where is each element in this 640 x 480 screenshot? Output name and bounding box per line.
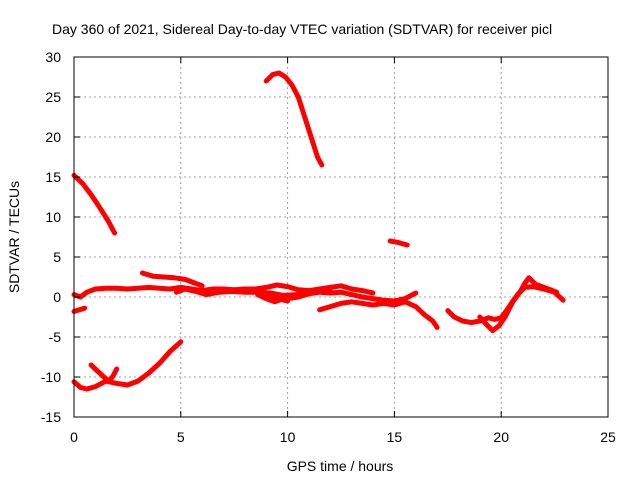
x-tick-label: 25 bbox=[600, 429, 616, 445]
series-line-arc-3 bbox=[88, 362, 120, 384]
y-tick-label: -15 bbox=[41, 409, 61, 425]
x-tick-label: 0 bbox=[70, 429, 78, 445]
series-line-arc-2 bbox=[71, 339, 184, 392]
y-tick-label: 0 bbox=[53, 289, 61, 305]
y-tick-label: 15 bbox=[45, 169, 61, 185]
series-line-arc-12 bbox=[387, 238, 410, 248]
chart-title: Day 360 of 2021, Sidereal Day-to-day VTE… bbox=[52, 21, 552, 37]
y-tick-label: -5 bbox=[49, 329, 62, 345]
series-layer bbox=[71, 70, 566, 392]
y-tick-label: 20 bbox=[45, 129, 61, 145]
series-line-arc-14 bbox=[477, 284, 566, 334]
y-tick-labels: -15 -10 -5 0 5 10 15 20 25 30 bbox=[41, 49, 61, 425]
x-tick-label: 15 bbox=[387, 429, 403, 445]
y-tick-label: 10 bbox=[45, 209, 61, 225]
x-tick-label: 10 bbox=[280, 429, 296, 445]
series-line-arc-6 bbox=[139, 270, 205, 289]
y-tick-label: 25 bbox=[45, 89, 61, 105]
series-line-arc-11 bbox=[317, 299, 440, 330]
plot-frame bbox=[73, 56, 609, 418]
x-axis-label: GPS time / hours bbox=[287, 458, 394, 474]
axis-ticks bbox=[73, 56, 609, 418]
x-tick-label: 20 bbox=[493, 429, 509, 445]
y-tick-label: 30 bbox=[45, 49, 61, 65]
x-tick-labels: 0 5 10 15 20 25 bbox=[70, 429, 616, 445]
x-tick-label: 5 bbox=[177, 429, 185, 445]
series-line-arc-5 bbox=[71, 305, 88, 314]
series-line-arc-10 bbox=[255, 292, 291, 305]
y-tick-label: 5 bbox=[53, 249, 61, 265]
series-line-arc-9 bbox=[263, 289, 419, 304]
y-tick-label: -10 bbox=[41, 369, 61, 385]
y-axis-label: SDTVAR / TECUs bbox=[6, 181, 22, 293]
series-line-arc-8 bbox=[263, 70, 325, 168]
series-line-arc-1 bbox=[71, 172, 118, 236]
grid bbox=[74, 57, 608, 417]
